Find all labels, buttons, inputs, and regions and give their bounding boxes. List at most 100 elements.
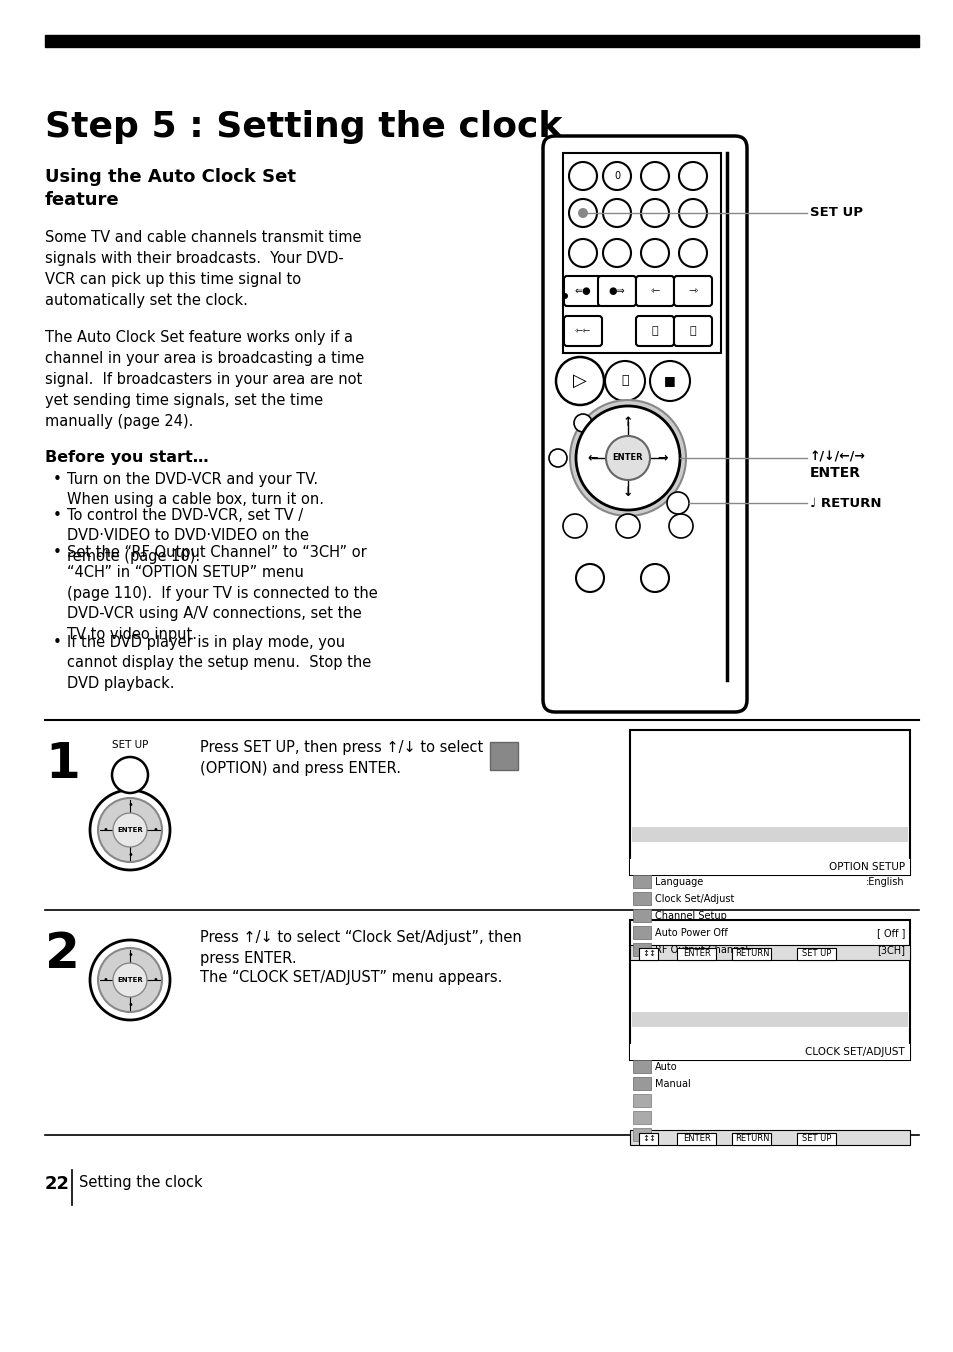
Circle shape: [605, 435, 649, 480]
FancyBboxPatch shape: [563, 316, 601, 346]
Text: 2: 2: [45, 930, 80, 977]
Circle shape: [602, 162, 630, 191]
Text: The “CLOCK SET/ADJUST” menu appears.: The “CLOCK SET/ADJUST” menu appears.: [200, 969, 502, 986]
Text: Auto Power Off: Auto Power Off: [655, 927, 727, 938]
Text: →: →: [657, 452, 667, 465]
Bar: [631, 1013, 907, 1028]
Circle shape: [548, 449, 566, 466]
Circle shape: [604, 361, 644, 402]
Bar: [633, 1128, 650, 1141]
Text: 1: 1: [45, 740, 80, 788]
Circle shape: [640, 239, 668, 266]
Text: CLOCK SET/ADJUST: CLOCK SET/ADJUST: [804, 1046, 904, 1057]
Bar: [633, 1111, 650, 1124]
Text: ⏭: ⏭: [689, 326, 696, 337]
FancyBboxPatch shape: [636, 316, 673, 346]
Bar: [633, 1078, 650, 1090]
Text: :English: :English: [865, 877, 904, 887]
Circle shape: [576, 406, 679, 510]
Text: ⇽: ⇽: [650, 287, 659, 296]
Circle shape: [556, 357, 603, 406]
Text: ↕↕: ↕↕: [641, 1134, 656, 1142]
Bar: [629, 919, 909, 1060]
Bar: [490, 742, 517, 771]
Text: ENTER: ENTER: [612, 453, 642, 462]
Text: ■: ■: [663, 375, 675, 388]
Text: ↑/↓/←/→: ↑/↓/←/→: [809, 450, 865, 462]
Text: ENTER: ENTER: [117, 827, 143, 833]
Bar: [631, 827, 907, 842]
Text: •: •: [53, 635, 62, 650]
Bar: [629, 859, 909, 875]
FancyBboxPatch shape: [677, 948, 716, 960]
Text: ⇽⇽: ⇽⇽: [575, 326, 591, 337]
Text: Press SET UP, then press ↑/↓ to select
(OPTION) and press ENTER.: Press SET UP, then press ↑/↓ to select (…: [200, 740, 483, 776]
Circle shape: [112, 813, 147, 846]
Bar: [629, 1044, 909, 1060]
Text: •: •: [102, 825, 108, 836]
Bar: [633, 942, 650, 956]
Text: Using the Auto Clock Set
feature: Using the Auto Clock Set feature: [45, 168, 295, 210]
Circle shape: [569, 400, 685, 516]
Bar: [633, 875, 650, 888]
Text: •: •: [102, 975, 108, 986]
Text: OPTION SETUP: OPTION SETUP: [828, 863, 904, 872]
Text: SET UP: SET UP: [801, 949, 831, 959]
Text: If the DVD player is in play mode, you
cannot display the setup menu.  Stop the
: If the DVD player is in play mode, you c…: [67, 635, 371, 691]
Text: Step 5 : Setting the clock: Step 5 : Setting the clock: [45, 110, 561, 145]
Circle shape: [562, 514, 586, 538]
Text: Manual: Manual: [655, 1079, 690, 1088]
Circle shape: [112, 757, 148, 794]
Circle shape: [568, 239, 597, 266]
Text: Channel Setup: Channel Setup: [655, 911, 726, 921]
FancyBboxPatch shape: [732, 1133, 771, 1145]
Text: [ Off ]: [ Off ]: [876, 927, 904, 938]
Text: SET UP: SET UP: [112, 740, 148, 750]
FancyBboxPatch shape: [563, 276, 601, 306]
Circle shape: [666, 492, 688, 514]
FancyBboxPatch shape: [542, 137, 746, 713]
Circle shape: [98, 948, 162, 1013]
Text: ENTER: ENTER: [809, 466, 861, 480]
Text: RETURN: RETURN: [734, 949, 768, 959]
Text: Press ↑/↓ to select “Clock Set/Adjust”, then
press ENTER.: Press ↑/↓ to select “Clock Set/Adjust”, …: [200, 930, 521, 965]
Circle shape: [578, 208, 587, 218]
Circle shape: [561, 293, 567, 299]
Text: ↑: ↑: [622, 416, 633, 430]
Bar: [45, 35, 918, 47]
Text: ←: ←: [587, 452, 598, 465]
Text: ↕↕: ↕↕: [641, 949, 656, 959]
Bar: [633, 926, 650, 940]
FancyBboxPatch shape: [598, 276, 636, 306]
Circle shape: [112, 963, 147, 996]
Circle shape: [616, 514, 639, 538]
Bar: [633, 1060, 650, 1073]
FancyBboxPatch shape: [636, 276, 673, 306]
Circle shape: [576, 564, 603, 592]
Text: Auto: Auto: [655, 1063, 677, 1072]
Text: Set the “RF Output Channel” to “3CH” or
“4CH” in “OPTION SETUP” menu
(page 110).: Set the “RF Output Channel” to “3CH” or …: [67, 545, 377, 642]
Text: ⏮: ⏮: [651, 326, 658, 337]
Text: RF Output Channel: RF Output Channel: [655, 945, 747, 955]
Text: 22: 22: [45, 1175, 70, 1192]
Circle shape: [602, 199, 630, 227]
FancyBboxPatch shape: [677, 1133, 716, 1145]
Text: SET UP: SET UP: [801, 1134, 831, 1142]
Circle shape: [649, 361, 689, 402]
Bar: [629, 1130, 909, 1145]
Text: To control the DVD-VCR, set TV /
DVD·VIDEO to DVD·VIDEO on the
remote (page 10).: To control the DVD-VCR, set TV / DVD·VID…: [67, 508, 309, 564]
Text: Some TV and cable channels transmit time
signals with their broadcasts.  Your DV: Some TV and cable channels transmit time…: [45, 230, 361, 308]
Text: •: •: [152, 825, 158, 836]
Circle shape: [640, 199, 668, 227]
Bar: [633, 909, 650, 922]
Circle shape: [679, 199, 706, 227]
Circle shape: [568, 199, 597, 227]
Text: •: •: [127, 950, 132, 960]
Circle shape: [574, 414, 592, 433]
Circle shape: [679, 162, 706, 191]
FancyBboxPatch shape: [797, 1133, 836, 1145]
Circle shape: [668, 514, 692, 538]
Text: Clock Set/Adjust: Clock Set/Adjust: [655, 894, 734, 904]
FancyBboxPatch shape: [732, 948, 771, 960]
Bar: [633, 892, 650, 904]
